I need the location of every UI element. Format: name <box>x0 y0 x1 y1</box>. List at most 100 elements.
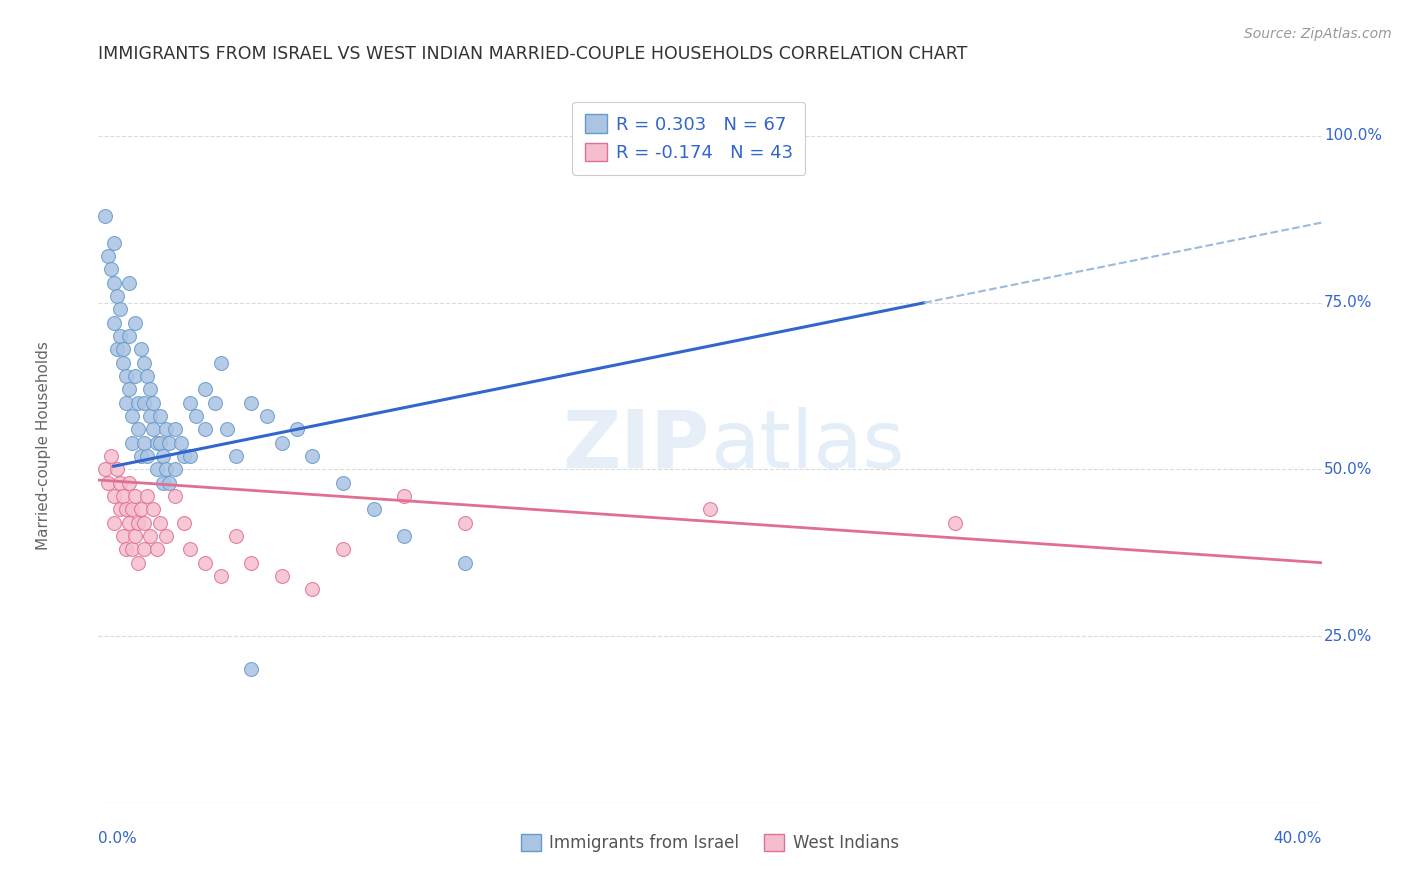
Point <box>129 502 152 516</box>
Point <box>152 449 174 463</box>
Point <box>170 435 193 450</box>
Point <box>124 489 146 503</box>
Point <box>121 435 143 450</box>
Point <box>149 435 172 450</box>
Point <box>127 422 149 436</box>
Point <box>157 435 180 450</box>
Point <box>118 276 141 290</box>
Point <box>392 529 416 543</box>
Point <box>118 329 141 343</box>
Point <box>204 395 226 409</box>
Point <box>111 529 134 543</box>
Point <box>301 449 323 463</box>
Point <box>155 529 177 543</box>
Legend: Immigrants from Israel, West Indians: Immigrants from Israel, West Indians <box>515 827 905 859</box>
Point <box>97 249 120 263</box>
Point <box>209 569 232 583</box>
Point <box>301 582 323 597</box>
Point <box>115 542 138 557</box>
Text: 100.0%: 100.0% <box>1324 128 1382 144</box>
Point <box>145 435 167 450</box>
Point <box>163 422 186 436</box>
Text: Married-couple Households: Married-couple Households <box>37 342 51 550</box>
Point <box>194 556 217 570</box>
Point <box>157 475 180 490</box>
Point <box>118 382 141 396</box>
Point <box>134 516 156 530</box>
Point <box>454 516 477 530</box>
Point <box>115 502 138 516</box>
Point <box>124 316 146 330</box>
Point <box>121 502 143 516</box>
Point <box>225 449 247 463</box>
Point <box>115 368 138 383</box>
Point <box>179 395 201 409</box>
Point <box>285 422 308 436</box>
Point <box>142 422 165 436</box>
Point <box>103 489 125 503</box>
Point <box>240 395 263 409</box>
Point <box>103 316 125 330</box>
Point <box>139 382 162 396</box>
Point <box>136 368 159 383</box>
Text: 75.0%: 75.0% <box>1324 295 1372 310</box>
Point <box>105 462 128 476</box>
Point <box>108 475 131 490</box>
Text: 40.0%: 40.0% <box>1274 831 1322 847</box>
Point <box>103 516 125 530</box>
Point <box>454 556 477 570</box>
Point <box>127 516 149 530</box>
Point <box>225 529 247 543</box>
Point <box>121 409 143 423</box>
Point <box>111 343 134 357</box>
Point <box>118 516 141 530</box>
Point <box>127 395 149 409</box>
Point <box>173 516 195 530</box>
Point <box>108 502 131 516</box>
Text: atlas: atlas <box>710 407 904 485</box>
Point <box>270 569 292 583</box>
Point <box>108 302 131 317</box>
Point <box>163 462 186 476</box>
Point <box>129 449 152 463</box>
Point <box>93 209 115 223</box>
Point <box>363 502 385 516</box>
Point <box>121 542 143 557</box>
Point <box>173 449 195 463</box>
Point <box>108 329 131 343</box>
Point <box>134 435 156 450</box>
Text: IMMIGRANTS FROM ISRAEL VS WEST INDIAN MARRIED-COUPLE HOUSEHOLDS CORRELATION CHAR: IMMIGRANTS FROM ISRAEL VS WEST INDIAN MA… <box>98 45 967 62</box>
Point <box>149 516 172 530</box>
Point <box>179 449 201 463</box>
Point <box>240 662 263 676</box>
Point <box>699 502 721 516</box>
Point <box>129 343 152 357</box>
Point <box>240 556 263 570</box>
Point <box>115 395 138 409</box>
Text: 25.0%: 25.0% <box>1324 629 1372 643</box>
Point <box>194 422 217 436</box>
Point <box>215 422 238 436</box>
Point <box>97 475 120 490</box>
Point <box>256 409 278 423</box>
Point <box>134 356 156 370</box>
Point <box>105 289 128 303</box>
Point <box>142 395 165 409</box>
Point <box>943 516 966 530</box>
Point <box>332 542 354 557</box>
Point <box>142 502 165 516</box>
Point <box>149 409 172 423</box>
Text: 0.0%: 0.0% <box>98 831 138 847</box>
Point <box>105 343 128 357</box>
Text: Source: ZipAtlas.com: Source: ZipAtlas.com <box>1244 27 1392 41</box>
Point <box>155 422 177 436</box>
Point <box>163 489 186 503</box>
Point <box>124 368 146 383</box>
Point <box>134 542 156 557</box>
Text: ZIP: ZIP <box>562 407 710 485</box>
Point <box>118 475 141 490</box>
Point <box>270 435 292 450</box>
Point <box>392 489 416 503</box>
Point <box>100 262 122 277</box>
Point <box>103 235 125 250</box>
